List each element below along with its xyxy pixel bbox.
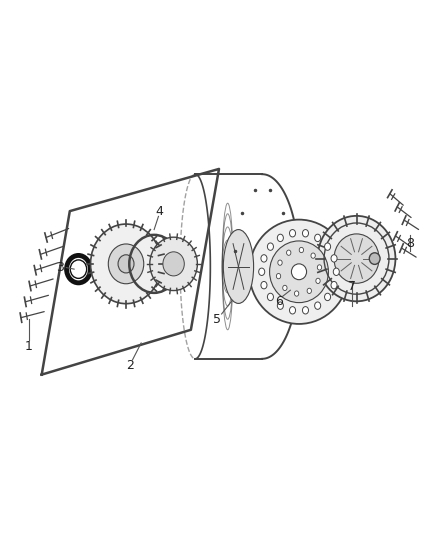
Ellipse shape (150, 237, 198, 290)
Circle shape (276, 273, 281, 279)
Circle shape (259, 268, 265, 276)
Circle shape (261, 281, 267, 289)
Circle shape (290, 230, 296, 237)
Text: 4: 4 (155, 205, 163, 217)
Text: 8: 8 (406, 237, 414, 251)
Circle shape (286, 250, 291, 255)
Ellipse shape (369, 253, 380, 264)
Circle shape (317, 265, 321, 270)
Circle shape (311, 253, 315, 259)
Circle shape (283, 285, 287, 290)
Circle shape (314, 302, 321, 309)
Circle shape (268, 243, 273, 251)
Circle shape (303, 306, 308, 314)
Circle shape (299, 247, 304, 253)
Text: 3: 3 (57, 261, 64, 274)
Text: 7: 7 (348, 280, 356, 293)
Ellipse shape (249, 220, 349, 324)
Circle shape (316, 278, 320, 284)
Ellipse shape (70, 260, 87, 278)
Text: 1: 1 (25, 340, 33, 353)
Circle shape (325, 293, 331, 301)
Circle shape (268, 293, 273, 301)
Text: 5: 5 (213, 313, 221, 326)
Circle shape (278, 260, 282, 265)
Circle shape (325, 243, 331, 251)
Circle shape (303, 230, 308, 237)
Ellipse shape (223, 230, 254, 303)
Text: 2: 2 (127, 359, 134, 372)
Ellipse shape (108, 244, 144, 284)
Ellipse shape (163, 252, 184, 276)
Circle shape (331, 281, 337, 289)
Circle shape (314, 234, 321, 241)
Circle shape (307, 288, 311, 294)
Ellipse shape (129, 235, 179, 293)
Circle shape (277, 234, 283, 241)
Ellipse shape (334, 234, 379, 283)
Ellipse shape (318, 216, 396, 301)
Circle shape (261, 255, 267, 262)
Circle shape (333, 268, 339, 276)
Circle shape (277, 302, 283, 309)
Ellipse shape (291, 264, 307, 280)
Circle shape (294, 291, 299, 296)
Ellipse shape (118, 255, 134, 273)
Text: 6: 6 (275, 295, 283, 308)
Ellipse shape (270, 241, 328, 303)
Circle shape (290, 306, 296, 314)
Ellipse shape (91, 224, 162, 304)
Circle shape (331, 255, 337, 262)
